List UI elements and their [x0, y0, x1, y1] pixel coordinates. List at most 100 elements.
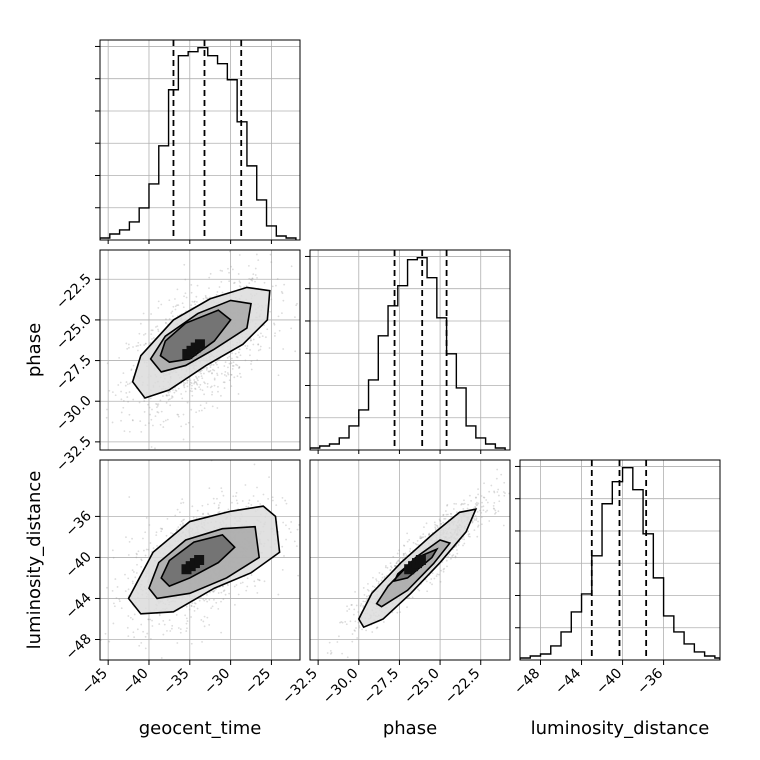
sample-point: [284, 499, 287, 502]
sample-point: [433, 577, 436, 580]
density-peak: [415, 555, 426, 565]
sample-point: [181, 302, 184, 305]
sample-point: [250, 574, 253, 576]
sample-point: [137, 550, 140, 553]
sample-point: [128, 496, 131, 498]
sample-point: [463, 499, 465, 502]
axes-frame: [99, 459, 301, 661]
sample-point: [257, 349, 260, 352]
sample-point: [198, 599, 201, 602]
sample-point: [277, 374, 280, 377]
sample-point: [182, 524, 184, 527]
sample-point: [383, 575, 386, 578]
sample-point: [420, 537, 423, 539]
sample-point: [219, 269, 222, 272]
sample-point: [283, 283, 286, 286]
sample-point: [174, 298, 176, 300]
sample-point: [165, 394, 168, 396]
sample-point: [184, 278, 187, 281]
sample-point: [450, 557, 452, 560]
sample-point: [341, 652, 344, 655]
sample-point: [395, 562, 398, 565]
sample-point: [495, 477, 498, 480]
sample-point: [435, 524, 438, 527]
sample-point: [216, 291, 219, 293]
sample-point: [147, 548, 150, 551]
sample-point: [188, 608, 191, 611]
sample-point: [175, 614, 178, 616]
sample-point: [165, 322, 167, 325]
sample-point: [266, 328, 269, 331]
sample-point: [166, 394, 169, 397]
sample-point: [127, 554, 130, 556]
sample-point: [396, 552, 399, 555]
sample-point: [353, 608, 356, 611]
sample-point: [356, 637, 359, 639]
sample-point: [443, 567, 446, 570]
sample-point: [232, 365, 235, 367]
sample-point: [185, 605, 188, 608]
sample-point: [215, 601, 218, 604]
sample-point: [149, 342, 152, 344]
sample-point: [428, 534, 431, 536]
sample-point: [357, 611, 360, 613]
sample-point: [227, 267, 229, 270]
sample-point: [273, 323, 276, 326]
sample-point: [182, 438, 185, 441]
sample-point: [130, 368, 133, 371]
sample-point: [199, 383, 202, 386]
sample-point: [148, 406, 151, 409]
sample-point: [476, 535, 479, 538]
sample-point: [285, 502, 288, 505]
y-tick-label: −22.5: [53, 271, 95, 313]
sample-point: [132, 364, 135, 367]
sample-point: [396, 611, 399, 614]
sample-point: [474, 503, 477, 505]
sample-point: [169, 390, 171, 393]
sample-point: [192, 516, 195, 519]
sample-point: [439, 519, 441, 522]
sample-point: [403, 553, 405, 556]
sample-point: [468, 533, 471, 535]
sample-point: [475, 496, 477, 499]
sample-point: [123, 430, 126, 433]
sample-point: [190, 387, 193, 390]
sample-point: [191, 390, 193, 393]
sample-point: [251, 277, 254, 280]
sample-point: [228, 280, 231, 283]
sample-point: [360, 603, 363, 605]
sample-point: [241, 581, 244, 584]
sample-point: [154, 447, 156, 450]
sample-point: [128, 391, 131, 393]
sample-point: [162, 420, 165, 423]
sample-point: [224, 370, 227, 373]
sample-point: [172, 389, 174, 391]
sample-point: [195, 411, 198, 414]
sample-point: [378, 572, 381, 574]
sample-point: [215, 294, 218, 296]
x-axis-label-phase: phase: [383, 718, 437, 739]
sample-point: [238, 348, 241, 351]
sample-point: [380, 579, 383, 582]
sample-point: [471, 520, 474, 523]
sample-point: [253, 580, 256, 583]
sample-point: [183, 386, 186, 389]
sample-point: [200, 372, 202, 375]
sample-point: [118, 600, 121, 603]
sample-point: [352, 613, 355, 616]
histogram-bars-luminosity_distance: [520, 466, 720, 660]
sample-point: [217, 366, 220, 369]
sample-point: [338, 635, 340, 638]
sample-point: [251, 279, 254, 282]
sample-point: [412, 541, 415, 544]
sample-point: [281, 312, 283, 315]
sample-point: [451, 555, 454, 557]
sample-point: [122, 406, 125, 409]
sample-point: [482, 509, 485, 512]
sample-point: [462, 503, 465, 506]
sample-point: [201, 641, 203, 643]
sample-point: [197, 375, 200, 378]
y-tick-label: −48: [63, 631, 95, 663]
sample-point: [194, 387, 196, 390]
sample-point: [236, 356, 239, 359]
